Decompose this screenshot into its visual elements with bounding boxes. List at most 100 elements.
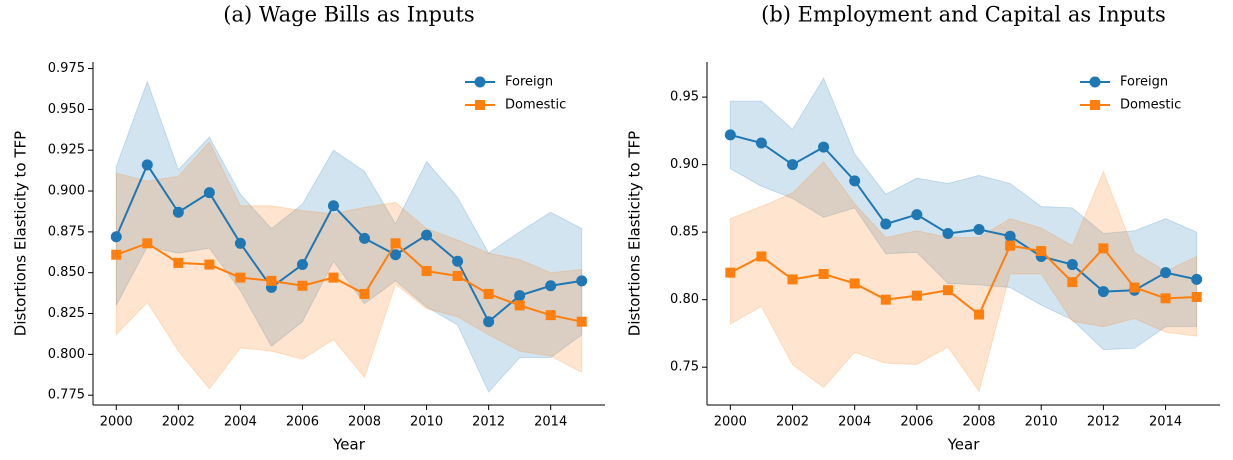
point (576, 275, 588, 287)
point (787, 159, 798, 171)
point (1097, 286, 1109, 298)
point (911, 209, 923, 221)
point (880, 294, 891, 305)
y-tick-label: 0.950 (48, 102, 85, 117)
y-tick-label: 0.90 (670, 157, 699, 172)
x-tick-label: 2002 (162, 415, 195, 430)
point (421, 266, 432, 277)
x-axis-label: Year (947, 436, 981, 454)
point (1129, 282, 1140, 293)
point (390, 249, 402, 261)
y-tick-label: 0.80 (670, 292, 699, 307)
point (204, 259, 215, 270)
point (110, 231, 122, 243)
legend-marker (475, 100, 485, 110)
point (1067, 277, 1078, 288)
point (1066, 259, 1078, 271)
point (359, 288, 370, 299)
point (514, 300, 525, 311)
point (725, 267, 736, 278)
point (1191, 291, 1202, 302)
point (452, 270, 463, 281)
point (1160, 293, 1171, 304)
point (849, 278, 860, 289)
x-tick-label: 2012 (1087, 415, 1120, 430)
point (755, 137, 767, 149)
point (818, 141, 830, 153)
legend-label: Domestic (505, 98, 566, 113)
point (266, 275, 277, 286)
point (235, 272, 246, 283)
point (942, 228, 954, 239)
x-axis-label: Year (332, 436, 366, 454)
y-tick-label: 0.85 (670, 225, 699, 240)
point (483, 288, 494, 299)
point (880, 218, 892, 230)
x-tick-label: 2006 (286, 415, 319, 430)
x-tick-label: 2000 (100, 415, 133, 430)
point (942, 285, 953, 296)
y-tick-label: 0.95 (670, 90, 699, 105)
point (514, 290, 526, 302)
legend-marker (474, 76, 486, 88)
point (359, 232, 371, 244)
legend-marker (1090, 100, 1100, 110)
point (818, 269, 829, 280)
x-tick-label: 2002 (776, 415, 809, 430)
y-axis-label: Distortions Elasticity to TFP (12, 131, 30, 336)
point (1098, 243, 1109, 254)
point (1004, 230, 1016, 242)
point (974, 309, 985, 320)
point (1005, 240, 1016, 251)
point (297, 280, 308, 291)
point (483, 316, 495, 328)
chart-title: (a) Wage Bills as Inputs (223, 3, 474, 27)
point (576, 316, 587, 327)
point (1191, 273, 1203, 285)
chart-title: (b) Employment and Capital as Inputs (761, 3, 1166, 27)
point (142, 238, 153, 249)
y-tick-label: 0.925 (48, 143, 85, 158)
x-tick-label: 2014 (534, 415, 567, 430)
x-tick-label: 2014 (1149, 415, 1182, 430)
y-tick-label: 0.800 (48, 347, 85, 362)
y-tick-label: 0.775 (48, 388, 85, 403)
point (234, 237, 246, 249)
point (1160, 267, 1172, 279)
y-tick-label: 0.900 (48, 184, 85, 199)
point (203, 187, 215, 199)
y-tick-label: 0.825 (48, 306, 85, 321)
x-tick-label: 2004 (224, 415, 257, 430)
x-tick-label: 2000 (714, 415, 747, 430)
point (173, 257, 184, 268)
point (1036, 246, 1047, 257)
series-line (115, 162, 582, 324)
confidence-band (729, 77, 1198, 351)
x-tick-label: 2008 (348, 415, 381, 430)
x-tick-label: 2006 (900, 415, 933, 430)
x-tick-label: 2004 (838, 415, 871, 430)
point (756, 251, 767, 262)
point (545, 310, 556, 321)
y-tick-label: 0.975 (48, 61, 85, 76)
x-tick-label: 2012 (472, 415, 505, 430)
series-line (729, 244, 1197, 317)
legend-label: Domestic (1120, 98, 1181, 113)
point (111, 249, 122, 260)
point (724, 129, 736, 141)
legend-label: Foreign (505, 75, 553, 90)
point (327, 200, 339, 212)
x-tick-label: 2010 (410, 415, 443, 430)
legend-marker (1089, 76, 1101, 88)
point (421, 229, 433, 241)
point (296, 259, 308, 271)
point (973, 223, 985, 235)
point (787, 274, 798, 285)
point (911, 290, 922, 301)
y-axis-label: Distortions Elasticity to TFP (626, 131, 644, 336)
point (172, 206, 184, 218)
y-tick-label: 0.850 (48, 265, 85, 280)
confidence-band (729, 161, 1198, 393)
confidence-band (115, 141, 583, 390)
